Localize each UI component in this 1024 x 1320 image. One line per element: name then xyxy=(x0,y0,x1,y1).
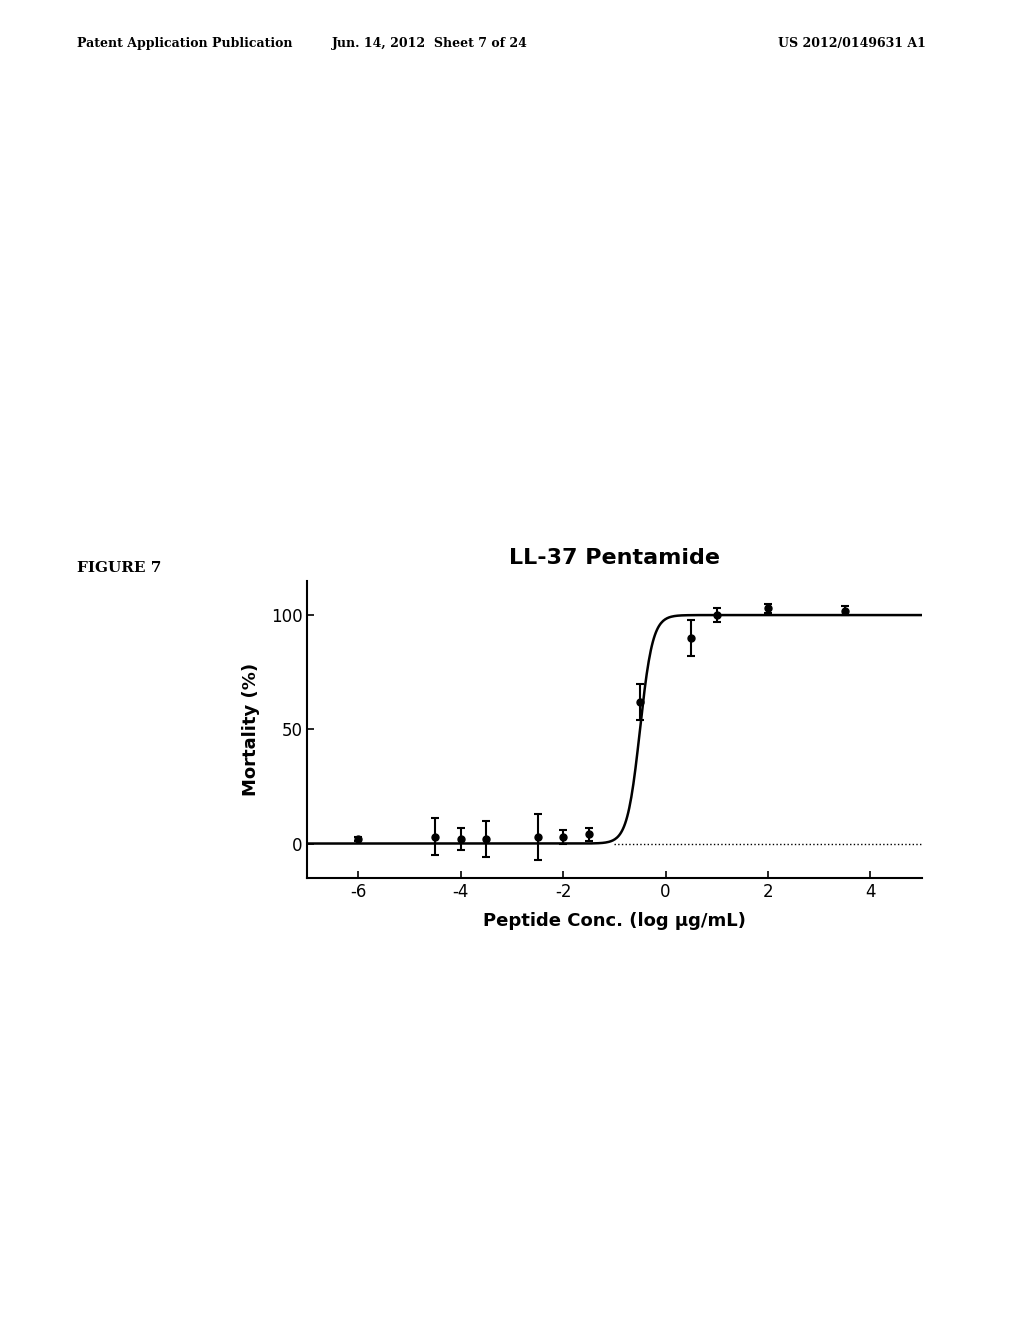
Title: LL-37 Pentamide: LL-37 Pentamide xyxy=(509,548,720,568)
Text: Patent Application Publication: Patent Application Publication xyxy=(77,37,292,50)
Text: Jun. 14, 2012  Sheet 7 of 24: Jun. 14, 2012 Sheet 7 of 24 xyxy=(332,37,528,50)
Y-axis label: Mortality (%): Mortality (%) xyxy=(242,663,260,796)
Text: FIGURE 7: FIGURE 7 xyxy=(77,561,161,576)
Text: US 2012/0149631 A1: US 2012/0149631 A1 xyxy=(778,37,926,50)
X-axis label: Peptide Conc. (log μg/mL): Peptide Conc. (log μg/mL) xyxy=(483,912,745,929)
